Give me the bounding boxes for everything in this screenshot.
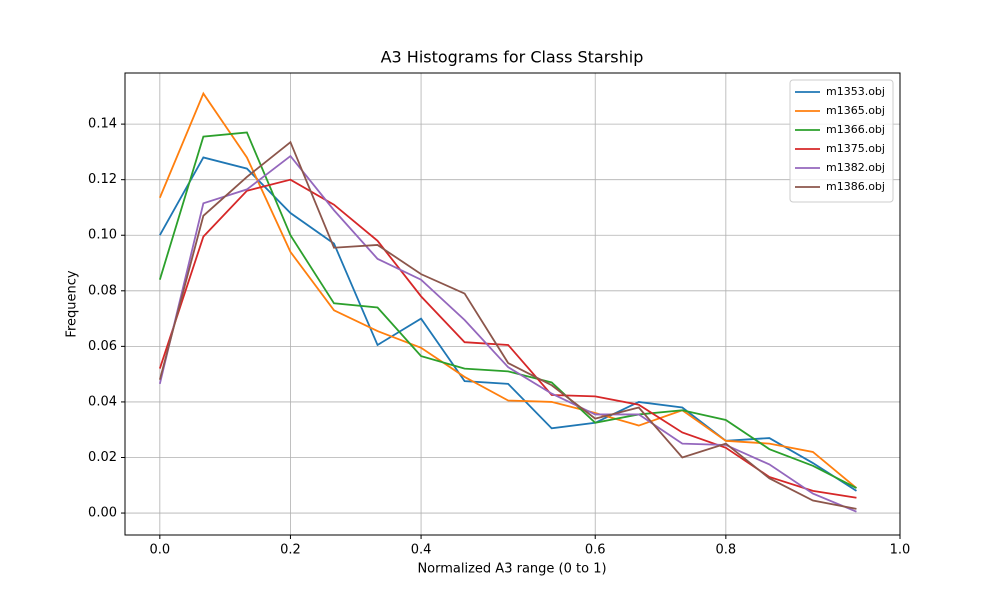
series-line	[158, 178, 857, 499]
series-line	[158, 140, 857, 510]
x-tick-label: 0.8	[715, 543, 736, 558]
y-tick-label: 0.10	[88, 228, 117, 243]
legend-label: m1382.obj	[826, 161, 885, 174]
x-tick-label: 0.2	[280, 543, 301, 558]
x-tick-label: 1.0	[890, 543, 911, 558]
y-axis-label: Frequency	[65, 270, 80, 337]
x-axis-label: Normalized A3 range (0 to 1)	[417, 562, 606, 577]
y-tick-label: 0.06	[88, 339, 117, 354]
chart-title: A3 Histograms for Class Starship	[381, 48, 644, 67]
legend-label: m1353.obj	[826, 85, 885, 98]
x-tick-label: 0.6	[585, 543, 606, 558]
series-line	[158, 154, 857, 513]
legend-label: m1386.obj	[826, 180, 885, 193]
legend-label: m1365.obj	[826, 104, 885, 117]
series-line	[159, 91, 858, 489]
y-tick-label: 0.08	[88, 283, 117, 298]
plot-frame	[124, 72, 901, 536]
y-tick-label: 0.14	[88, 117, 117, 132]
series-line	[158, 131, 857, 489]
y-tick-label: 0.00	[88, 506, 117, 521]
y-tick-label: 0.12	[88, 172, 117, 187]
legend-label: m1375.obj	[826, 142, 885, 155]
x-tick-label: 0.0	[149, 543, 170, 558]
x-tick-label: 0.4	[411, 543, 432, 558]
y-tick-label: 0.04	[88, 394, 117, 409]
series-line	[159, 156, 857, 492]
legend-label: m1366.obj	[826, 123, 885, 136]
y-tick-label: 0.02	[88, 450, 117, 465]
